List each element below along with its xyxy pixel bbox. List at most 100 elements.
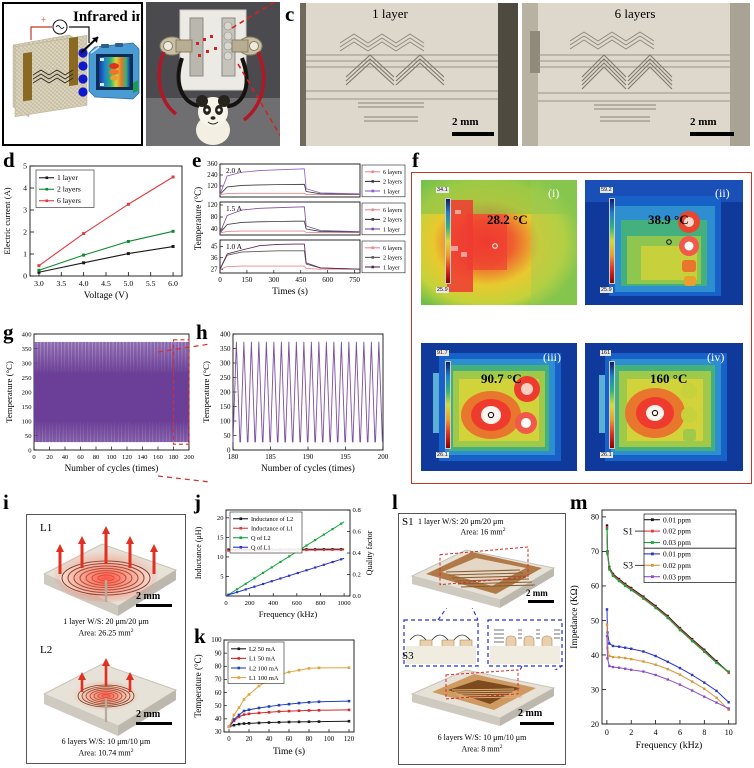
svg-text:120: 120 bbox=[344, 736, 355, 743]
svg-text:80: 80 bbox=[306, 736, 313, 743]
panel-c-left-scalebar-label: 2 mm bbox=[452, 116, 479, 128]
svg-text:Temperature (°C): Temperature (°C) bbox=[201, 361, 211, 423]
svg-text:200: 200 bbox=[245, 600, 256, 607]
svg-text:150: 150 bbox=[22, 404, 33, 411]
panel-l-S3-footer-2: Area: 8 mm2 bbox=[400, 744, 564, 754]
svg-text:2 layers: 2 layers bbox=[383, 256, 403, 262]
svg-text:450: 450 bbox=[295, 276, 306, 284]
panel-e-label: e bbox=[192, 148, 202, 172]
panel-c-right-scalebar bbox=[690, 132, 734, 136]
panel-l-S1-area-text: Area: 16 mm bbox=[460, 527, 503, 537]
panel-h-chart: 180 185 190 195 200 0 50 100 150 200 250 300 350 400 N… bbox=[193, 322, 405, 490]
svg-text:2 layers: 2 layers bbox=[383, 218, 403, 224]
svg-text:120: 120 bbox=[207, 202, 218, 209]
svg-text:0: 0 bbox=[28, 447, 32, 454]
svg-text:400: 400 bbox=[268, 600, 279, 607]
panel-g-label: g bbox=[3, 320, 14, 344]
panel-i-L1-area: Area: 26.25 mm bbox=[78, 628, 131, 638]
thermal-colorbar-iv bbox=[609, 361, 615, 449]
panel-l-S3-scalebar-label: 2 mm bbox=[518, 708, 543, 719]
svg-text:600: 600 bbox=[292, 600, 303, 607]
panel-b-photograph bbox=[146, 2, 280, 146]
svg-text:0.03 ppm: 0.03 ppm bbox=[663, 572, 691, 581]
svg-text:0.2: 0.2 bbox=[353, 572, 361, 579]
svg-text:0.01 ppm: 0.01 ppm bbox=[663, 550, 691, 559]
svg-text:70: 70 bbox=[215, 677, 222, 684]
svg-text:Infrared imager: Infrared imager bbox=[73, 9, 140, 25]
svg-text:Times (s): Times (s) bbox=[272, 286, 308, 297]
svg-text:0.02 ppm: 0.02 ppm bbox=[663, 561, 691, 570]
svg-text:0: 0 bbox=[32, 454, 36, 461]
svg-text:Impedance (KΩ): Impedance (KΩ) bbox=[569, 585, 580, 648]
svg-text:40: 40 bbox=[211, 226, 218, 233]
svg-text:300: 300 bbox=[220, 359, 231, 367]
thermal-temp-iv: 160 °C bbox=[650, 371, 688, 386]
svg-text:100: 100 bbox=[211, 637, 222, 644]
panel-i-L2-caption-1: 6 layers W/S: 10 μm/10 μm bbox=[61, 737, 151, 746]
svg-text:100: 100 bbox=[220, 417, 231, 425]
thermal-scale-max-iv: 161 bbox=[600, 350, 612, 356]
svg-text:350: 350 bbox=[22, 346, 33, 353]
svg-text:8: 8 bbox=[702, 728, 706, 737]
panel-i-L2-name: L2 bbox=[40, 644, 53, 656]
svg-text:L2 100 mA: L2 100 mA bbox=[249, 665, 279, 672]
svg-text:60: 60 bbox=[591, 582, 599, 591]
panel-i-L2-scalebar-label: 2 mm bbox=[136, 709, 161, 720]
svg-text:10: 10 bbox=[217, 554, 224, 561]
svg-text:200: 200 bbox=[22, 389, 33, 396]
panel-i-L1-caption-2: Area: 26.25 mm2 bbox=[30, 628, 182, 638]
svg-text:5.0: 5.0 bbox=[123, 279, 133, 288]
panel-i-L2-caption-2: Area: 10.74 mm2 bbox=[30, 748, 182, 758]
svg-text:140: 140 bbox=[138, 454, 149, 461]
svg-text:6: 6 bbox=[678, 728, 682, 737]
svg-text:Voltage (V): Voltage (V) bbox=[84, 290, 128, 301]
svg-text:10: 10 bbox=[725, 728, 733, 737]
svg-text:400: 400 bbox=[220, 330, 231, 338]
svg-text:0.4: 0.4 bbox=[353, 550, 362, 557]
svg-text:S3: S3 bbox=[623, 562, 633, 572]
svg-text:750: 750 bbox=[349, 276, 360, 284]
svg-text:120: 120 bbox=[207, 183, 218, 190]
svg-text:Number of cycles (times): Number of cycles (times) bbox=[261, 463, 355, 473]
svg-text:0: 0 bbox=[224, 600, 228, 607]
svg-text:1 layer: 1 layer bbox=[57, 173, 78, 182]
svg-text:Inductance of L2: Inductance of L2 bbox=[251, 516, 293, 523]
panel-i-L1-render bbox=[30, 518, 182, 618]
panel-l-S1-scalebar-label: 2 mm bbox=[526, 588, 548, 598]
panel-k-label: k bbox=[194, 624, 206, 648]
svg-text:40: 40 bbox=[591, 651, 599, 660]
svg-text:6 layers: 6 layers bbox=[383, 170, 403, 176]
svg-text:15: 15 bbox=[217, 535, 224, 542]
svg-text:Inductance (μH): Inductance (μH) bbox=[194, 526, 203, 579]
panel-j-label: j bbox=[194, 490, 201, 514]
panel-c-micrograph-6layers bbox=[522, 3, 750, 146]
svg-text:20: 20 bbox=[217, 515, 224, 522]
panel-k-chart: 0 20 40 60 80 100 120 30 40 50 60 70 80 90 100 Time (s)… bbox=[190, 626, 390, 768]
svg-text:300: 300 bbox=[22, 360, 33, 367]
panel-c-left-scalebar bbox=[452, 132, 494, 136]
svg-text:90: 90 bbox=[215, 650, 222, 657]
svg-text:4: 4 bbox=[23, 184, 27, 193]
svg-text:0.02 ppm: 0.02 ppm bbox=[663, 527, 691, 536]
svg-text:100: 100 bbox=[107, 454, 118, 461]
panel-l-S3-footer-1: 6 layers W/S: 10 μm/10 μm bbox=[437, 733, 527, 742]
panel-i-L1-caption-1: 1 layer W/S: 20 μm/20 μm bbox=[63, 617, 149, 626]
svg-text:L1 100 mA: L1 100 mA bbox=[249, 675, 279, 682]
thermal-scale-min-ii: 25.9 bbox=[600, 287, 613, 293]
svg-text:20: 20 bbox=[591, 720, 599, 729]
svg-text:60: 60 bbox=[215, 690, 222, 697]
svg-text:4.5: 4.5 bbox=[101, 279, 111, 288]
svg-text:45: 45 bbox=[211, 244, 218, 251]
svg-text:Time (s): Time (s) bbox=[273, 746, 305, 757]
panel-i-L2-area: Area: 10.74 mm bbox=[78, 748, 131, 758]
svg-text:30: 30 bbox=[215, 729, 222, 736]
svg-text:200: 200 bbox=[184, 454, 195, 461]
panel-l-S3-area-text: Area: 8 mm bbox=[461, 744, 500, 754]
svg-text:3.0: 3.0 bbox=[34, 279, 44, 288]
thermal-roman-i: (i) bbox=[548, 186, 560, 200]
panel-f-label: f bbox=[412, 148, 419, 172]
panel-l-zoom-insets bbox=[402, 608, 564, 670]
svg-text:150: 150 bbox=[220, 403, 231, 411]
